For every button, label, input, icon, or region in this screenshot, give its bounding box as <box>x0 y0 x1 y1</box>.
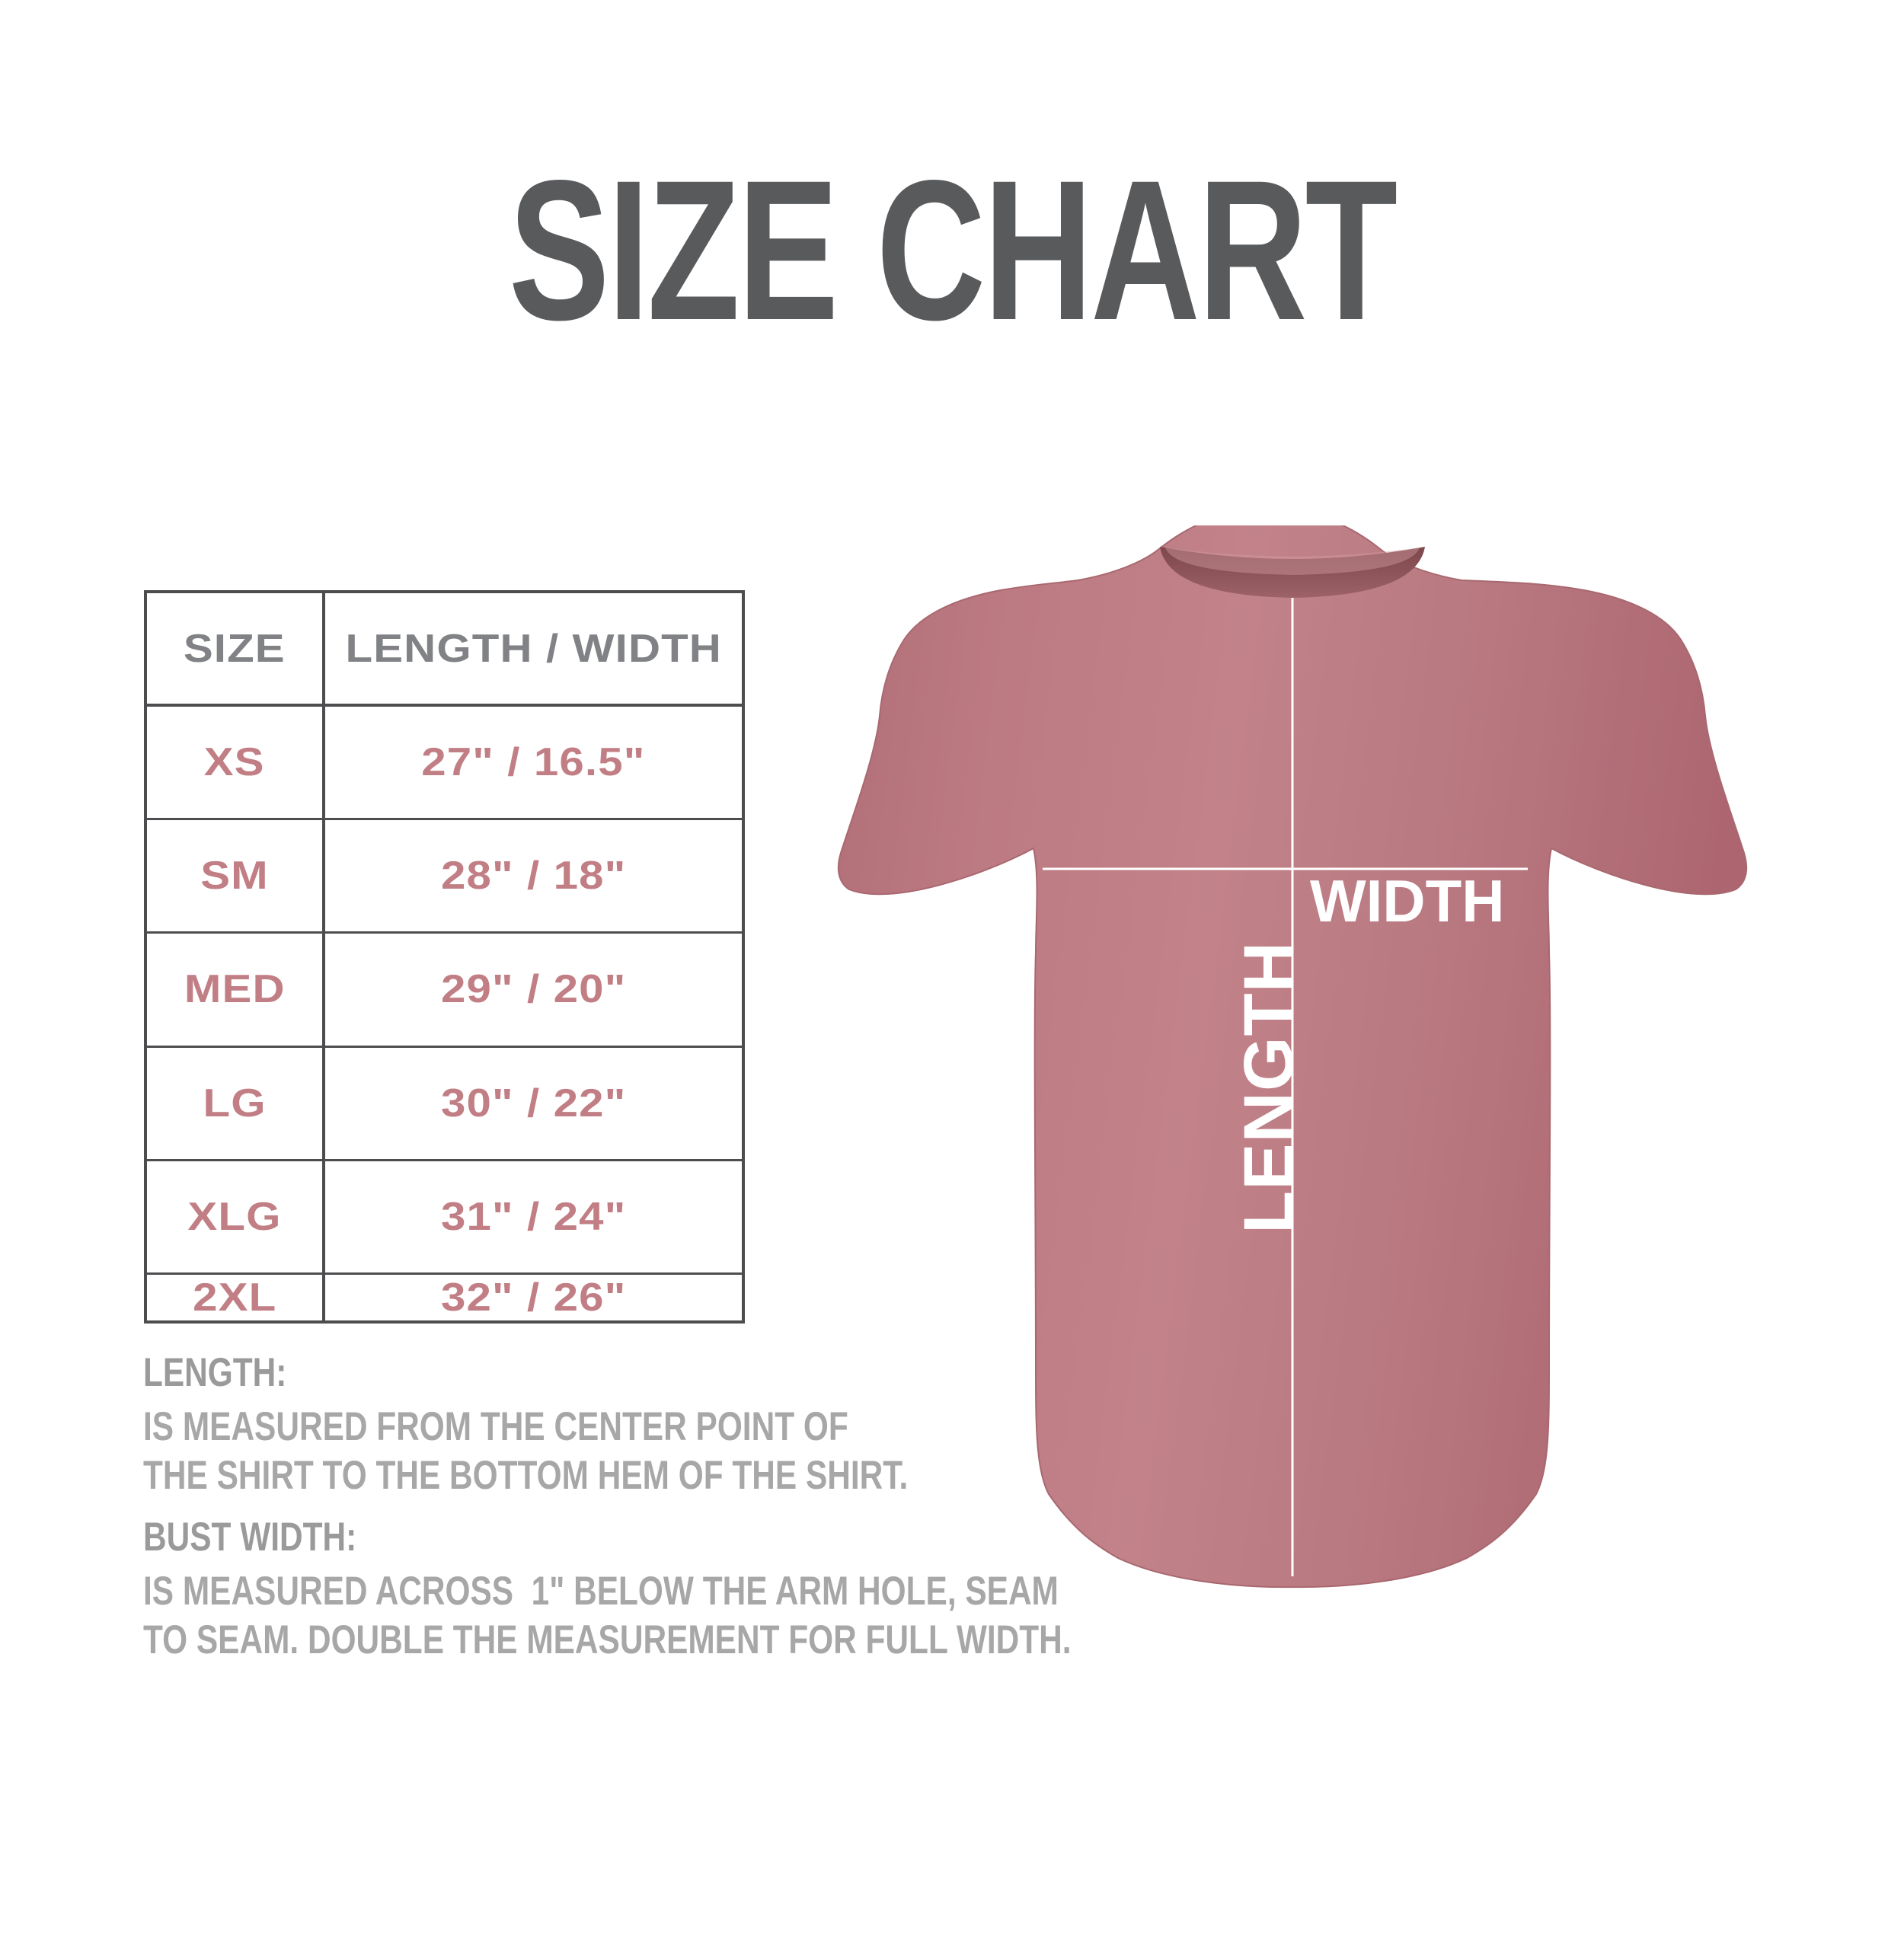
svg-text:LENGTH: LENGTH <box>1230 941 1308 1234</box>
svg-text:WIDTH: WIDTH <box>1310 867 1505 934</box>
